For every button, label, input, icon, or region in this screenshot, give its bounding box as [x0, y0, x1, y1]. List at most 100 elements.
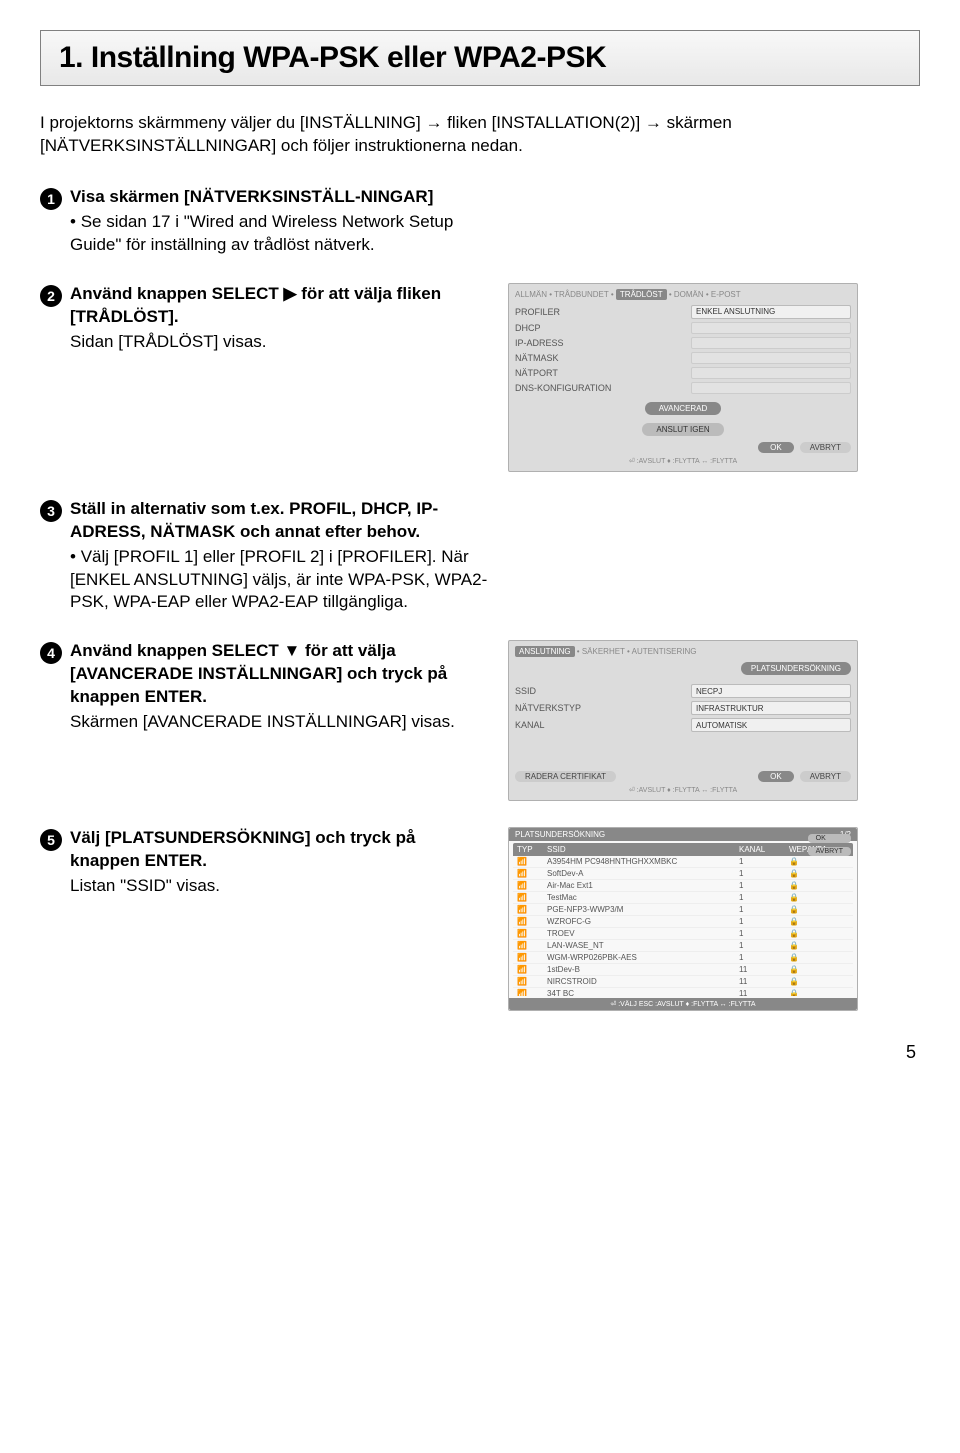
scr-field-dim	[691, 322, 851, 334]
signal-icon: 📶	[517, 917, 547, 926]
scr3-kanal: 1	[739, 881, 789, 890]
scr3-title-text: PLATSUNDERSÖKNING	[515, 830, 605, 839]
scr3-ssid: 1stDev-B	[547, 965, 739, 974]
scr-btn-advanced: AVANCERAD	[645, 402, 722, 415]
step-row: 2 Använd knappen SELECT ▶ för att välja …	[40, 283, 920, 472]
scr-footer: ⏎ :AVSLUT ♦ :FLYTTA ↔ :FLYTTA	[515, 786, 851, 794]
scr-tab-suffix: • DOMÄN • E-POST	[669, 290, 741, 299]
scr-label-profiler: PROFILER	[515, 307, 560, 317]
scr3-row: 📶34T BC11🔒	[513, 988, 853, 996]
scr3-body: 📶A3954HM PC948HNTHGHXXMBKC1🔒📶SoftDev-A1🔒…	[513, 856, 853, 996]
scr-field-dim	[691, 382, 851, 394]
signal-icon: 📶	[517, 965, 547, 974]
step-right: ANSLUTNING • SÄKERHET • AUTENTISERING PL…	[508, 640, 920, 801]
step-row: 5 Välj [PLATSUNDERSÖKNING] och tryck på …	[40, 827, 920, 1011]
scr3-kanal: 1	[739, 941, 789, 950]
scr3-row: 📶TestMac1🔒	[513, 892, 853, 904]
scr3-ssid: Air-Mac Ext1	[547, 881, 739, 890]
step-body: Använd knappen SELECT ▶ för att välja fl…	[70, 283, 490, 354]
step-left: 5 Välj [PLATSUNDERSÖKNING] och tryck på …	[40, 827, 490, 898]
step-number-circle: 3	[40, 500, 62, 522]
scr3-title: PLATSUNDERSÖKNING 1/2	[509, 828, 857, 841]
step-sub: Skärmen [AVANCERADE INSTÄLLNINGAR] visas…	[70, 711, 490, 734]
signal-icon: 📶	[517, 881, 547, 890]
scr-row: DNS-KONFIGURATION	[515, 382, 851, 394]
signal-icon: 📶	[517, 905, 547, 914]
scr3-ssid: TestMac	[547, 893, 739, 902]
page: 1. Inställning WPA-PSK eller WPA2-PSK I …	[0, 0, 960, 1077]
step-heading: Välj [PLATSUNDERSÖKNING] och tryck på kn…	[70, 827, 490, 873]
scr-footer: ⏎ :AVSLUT ♦ :FLYTTA ↔ :FLYTTA	[515, 457, 851, 465]
scr-row: IP-ADRESS	[515, 337, 851, 349]
step-heading: Visa skärmen [NÄTVERKSINSTÄLL-NINGAR]	[70, 186, 490, 209]
scr3-ssid: LAN-WASE_NT	[547, 941, 739, 950]
step-row: 1 Visa skärmen [NÄTVERKSINSTÄLL-NINGAR] …	[40, 186, 920, 257]
scr3-ssid: NIRCSTROID	[547, 977, 739, 986]
step-body: Använd knappen SELECT ▼ för att välja [A…	[70, 640, 490, 734]
signal-icon: 📶	[517, 929, 547, 938]
lock-icon: 🔒	[789, 989, 849, 996]
scr3-row: 📶PGE-NFP3-WWP3/M1🔒	[513, 904, 853, 916]
scr-okbar: OK AVBRYT	[515, 442, 851, 453]
step-sub: Listan "SSID" visas.	[70, 875, 490, 898]
scr3-kanal: 1	[739, 869, 789, 878]
scr3-header: TYP SSID KANAL WEP/WPA	[513, 843, 853, 856]
scr-field-dim	[691, 337, 851, 349]
scr3-ssid: PGE-NFP3-WWP3/M	[547, 905, 739, 914]
scr-ok: OK	[758, 771, 794, 782]
scr-row: PROFILER ENKEL ANSLUTNING	[515, 305, 851, 319]
signal-icon: 📶	[517, 941, 547, 950]
scr3-ssid: 34T BC	[547, 989, 739, 996]
lock-icon: 🔒	[789, 953, 849, 962]
lock-icon: 🔒	[789, 857, 849, 866]
scr3-side-buttons: OK AVBRYT	[808, 834, 851, 856]
scr-label-mask: NÄTMASK	[515, 353, 559, 363]
screenshot-advanced-settings: ANSLUTNING • SÄKERHET • AUTENTISERING PL…	[508, 640, 858, 801]
signal-icon: 📶	[517, 893, 547, 902]
step-right: PLATSUNDERSÖKNING 1/2 TYP SSID KANAL WEP…	[508, 827, 920, 1011]
scr-field-profiler: ENKEL ANSLUTNING	[691, 305, 851, 319]
scr-btn-survey: PLATSUNDERSÖKNING	[741, 662, 851, 675]
step-row: 4 Använd knappen SELECT ▼ för att välja …	[40, 640, 920, 801]
step-bullets: Se sidan 17 i "Wired and Wireless Networ…	[70, 211, 490, 257]
step-number-circle: 2	[40, 285, 62, 307]
intro-text: I projektorns skärmmeny väljer du [INSTÄ…	[40, 112, 920, 158]
scr3-row: 📶1stDev-B11🔒	[513, 964, 853, 976]
scr-tab-active: ANSLUTNING	[515, 646, 575, 657]
step-row: 3 Ställ in alternativ som t.ex. PROFIL, …	[40, 498, 920, 615]
scr-label-ssid: SSID	[515, 686, 536, 696]
scr-label-dns: DNS-KONFIGURATION	[515, 383, 611, 393]
scr-tab-prefix: ALLMÄN • TRÅDBUNDET •	[515, 290, 614, 299]
step-bullet: Välj [PROFIL 1] eller [PROFIL 2] i [PROF…	[70, 546, 490, 615]
scr-row: DHCP	[515, 322, 851, 334]
scr3-side-ok: OK	[808, 834, 851, 843]
lock-icon: 🔒	[789, 941, 849, 950]
scr-label-gateway: NÄTPORT	[515, 368, 558, 378]
scr-field-dim	[691, 367, 851, 379]
scr3-row: 📶LAN-WASE_NT1🔒	[513, 940, 853, 952]
scr3-ssid: WGM-WRP026PBK-AES	[547, 953, 739, 962]
signal-icon: 📶	[517, 953, 547, 962]
scr3-kanal: 1	[739, 857, 789, 866]
scr-btn-clear-cert: RADERA CERTIFIKAT	[515, 771, 616, 782]
scr-row: KANAL AUTOMATISK	[515, 718, 851, 732]
step-right	[508, 498, 920, 508]
lock-icon: 🔒	[789, 905, 849, 914]
step-left: 3 Ställ in alternativ som t.ex. PROFIL, …	[40, 498, 490, 615]
lock-icon: 🔒	[789, 917, 849, 926]
scr3-kanal: 11	[739, 989, 789, 996]
scr-field-nettype: INFRASTRUKTUR	[691, 701, 851, 715]
step-body: Välj [PLATSUNDERSÖKNING] och tryck på kn…	[70, 827, 490, 898]
scr-label-nettype: NÄTVERKSTYP	[515, 703, 581, 713]
scr3-kanal: 1	[739, 905, 789, 914]
step-body: Ställ in alternativ som t.ex. PROFIL, DH…	[70, 498, 490, 615]
scr3-side-cancel: AVBRYT	[808, 847, 851, 856]
scr3-kanal: 11	[739, 977, 789, 986]
scr3-col-typ: TYP	[517, 845, 547, 854]
lock-icon: 🔒	[789, 929, 849, 938]
scr3-kanal: 1	[739, 917, 789, 926]
step-number-circle: 5	[40, 829, 62, 851]
scr-tab-rest: • SÄKERHET • AUTENTISERING	[577, 647, 697, 656]
scr-btnbar: AVANCERAD	[515, 402, 851, 415]
scr3-kanal: 1	[739, 929, 789, 938]
